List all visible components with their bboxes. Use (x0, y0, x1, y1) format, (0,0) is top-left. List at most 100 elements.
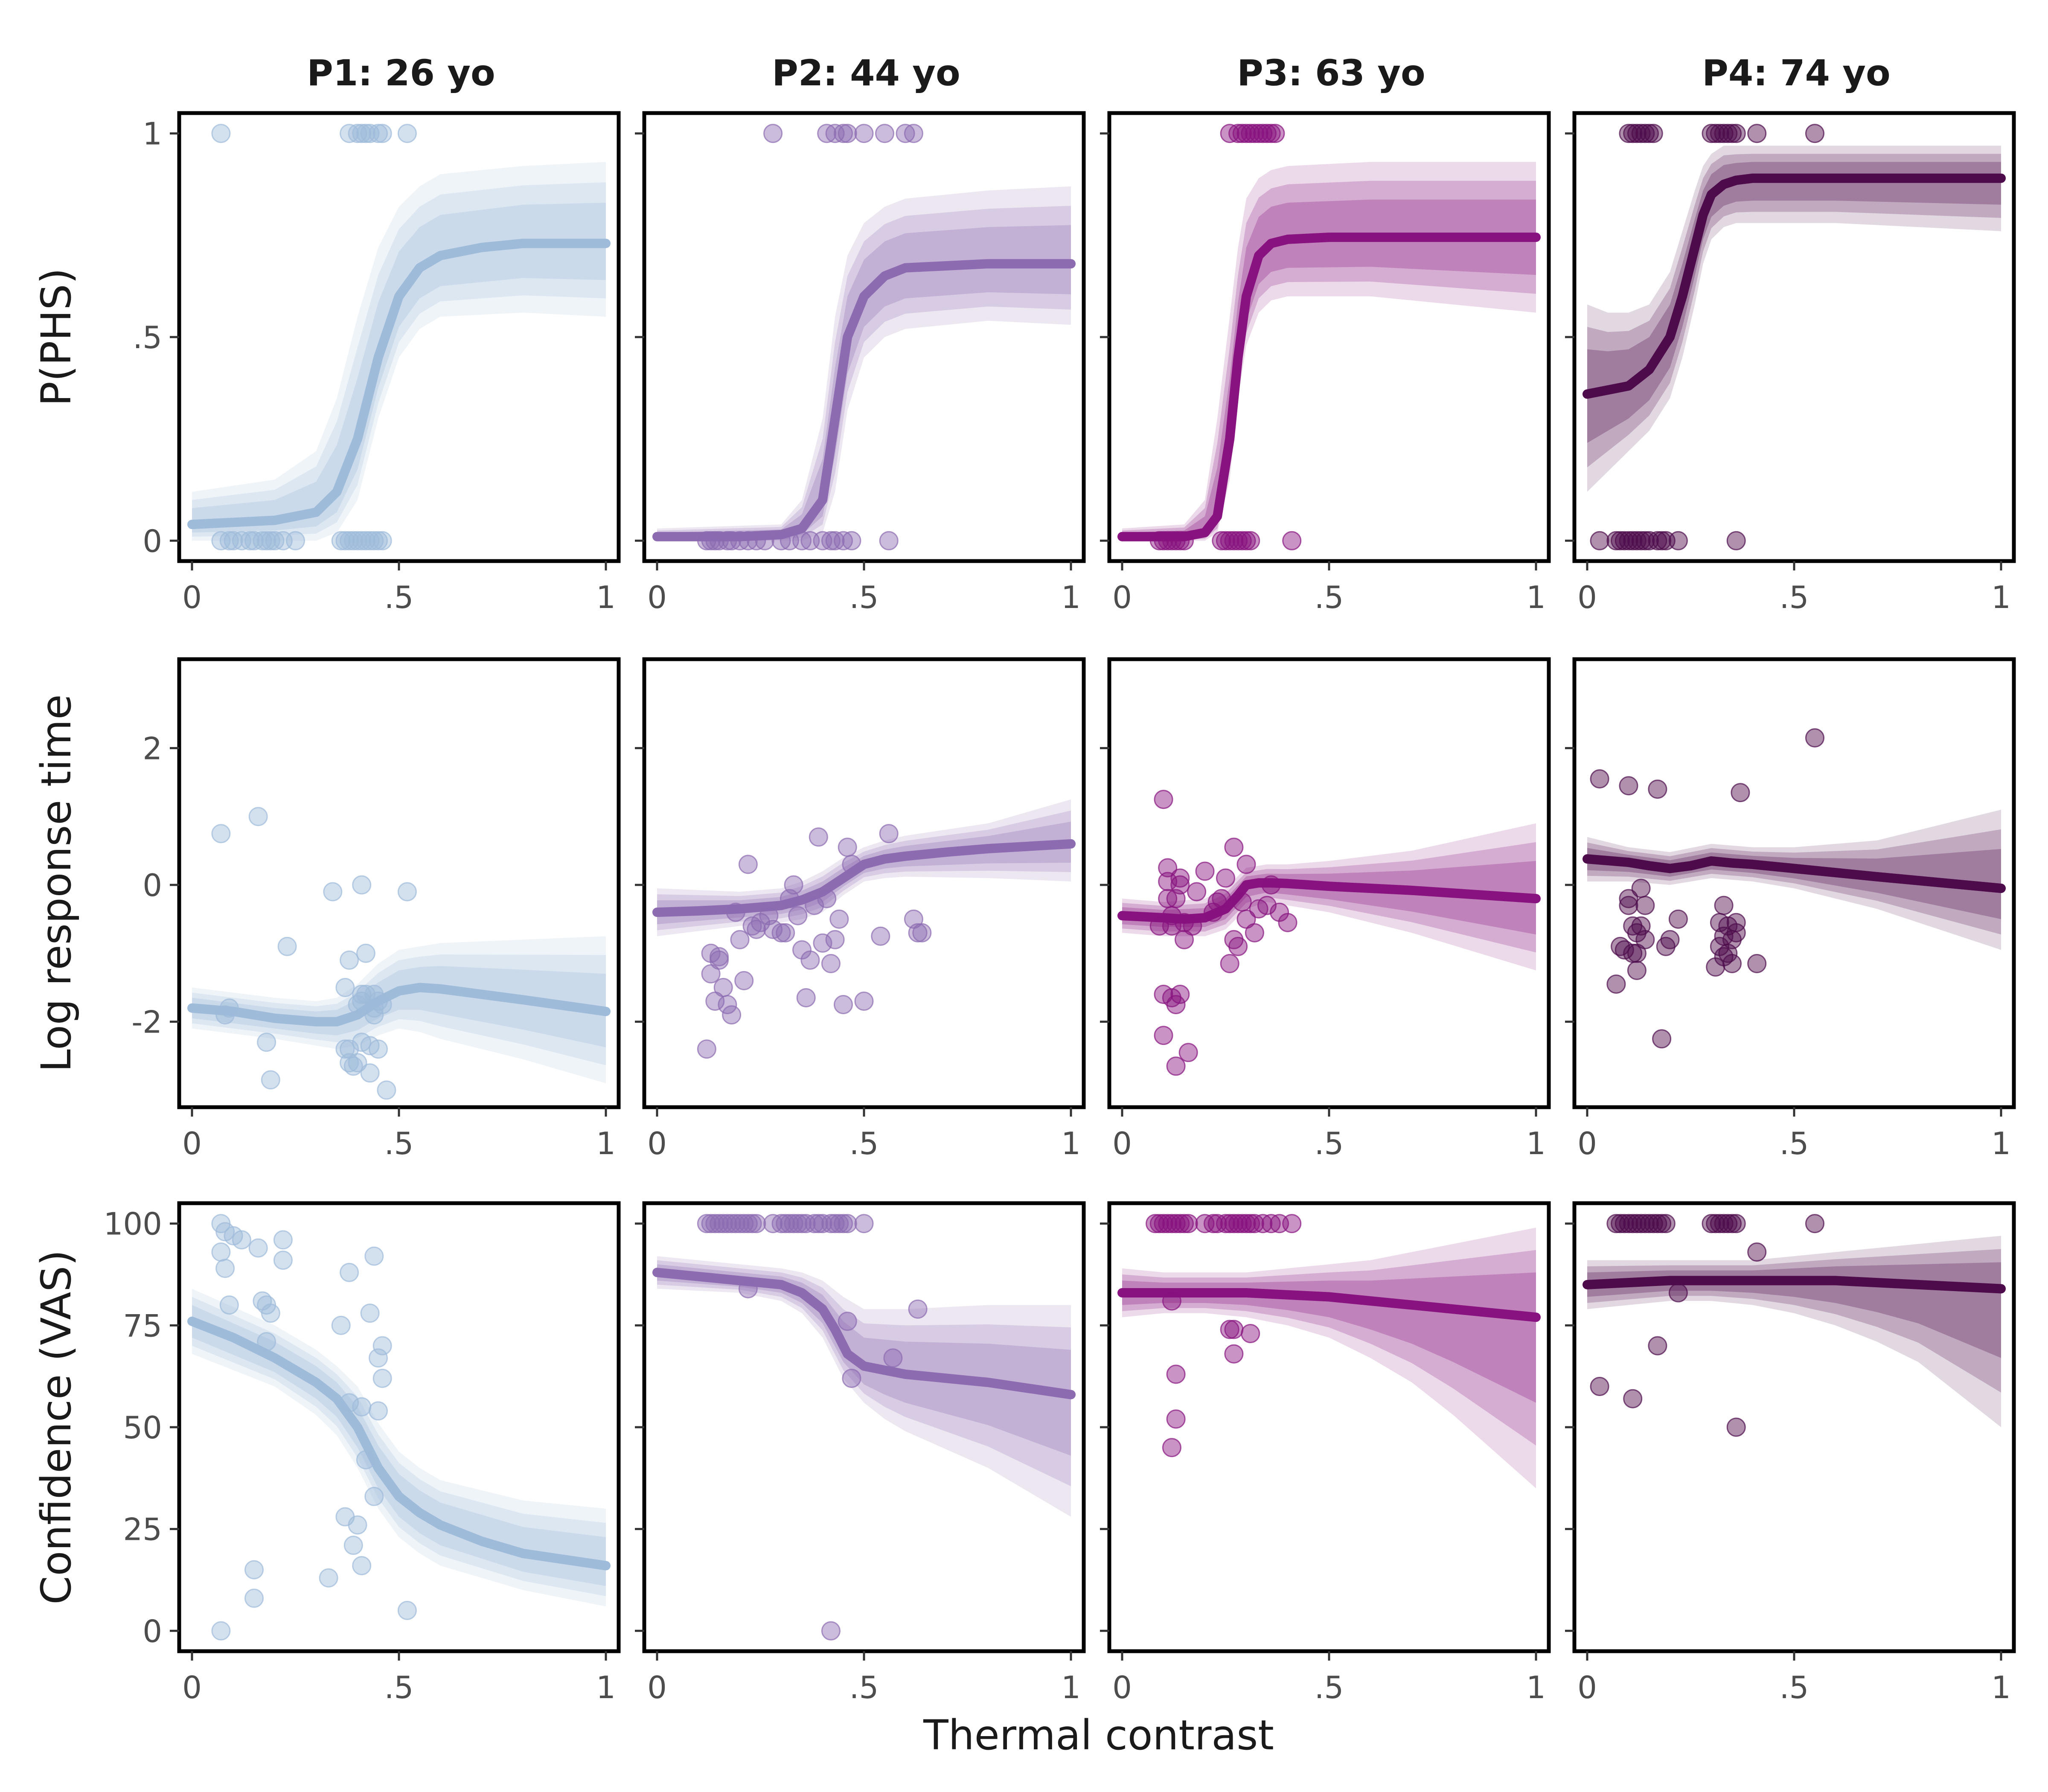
data-point-confidence-vas-p3 (1220, 1320, 1239, 1339)
y-tick-label-confidence-vas-p1: 0 (143, 1613, 162, 1649)
data-point-confidence-vas-p3 (1166, 1409, 1186, 1429)
data-point-confidence-vas-p2 (742, 1214, 762, 1233)
data-point-p-phs-p4 (1644, 124, 1663, 143)
data-point-p-phs-p2 (763, 124, 783, 143)
credible-band-2-confidence-vas-p3 (1122, 1250, 1536, 1446)
data-point-p-phs-p1 (369, 124, 388, 143)
data-point-p-phs-p4 (1726, 531, 1746, 550)
data-point-confidence-vas-p2 (908, 1299, 928, 1319)
panel-p-phs-p1: 0 .5 1 0 .5 1 (133, 111, 621, 615)
data-point-p-phs-p3 (1170, 531, 1190, 550)
data-point-confidence-vas-p1 (369, 1401, 388, 1421)
column-title-p2: P2: 44 yo (772, 52, 960, 94)
x-tick-label-p-phs-p1: 1 (596, 579, 616, 615)
x-tick-label-p-phs-p3: .5 (1315, 579, 1344, 615)
data-point-confidence-vas-p3 (1175, 1214, 1194, 1233)
credible-band-2-confidence-vas-p2 (657, 1260, 1071, 1487)
data-point-log-response-time-p3 (1257, 896, 1277, 915)
data-point-confidence-vas-p4 (1648, 1214, 1667, 1233)
data-point-log-response-time-p2 (809, 827, 828, 847)
data-point-log-response-time-p2 (718, 995, 737, 1014)
credible-band-2-log-response-time-p1 (192, 954, 606, 1065)
data-point-log-response-time-p3 (1236, 855, 1256, 874)
data-point-log-response-time-p1 (257, 1033, 276, 1052)
x-tick-label-log-response-time-p4: .5 (1780, 1126, 1809, 1161)
credible-band-1-log-response-time-p3 (1122, 823, 1536, 971)
fit-line-confidence-vas-p4 (1583, 1276, 2006, 1294)
data-point-log-response-time-p4 (1726, 923, 1746, 943)
data-point-log-response-time-p4 (1660, 930, 1680, 949)
x-tick-label-p-phs-p3: 1 (1526, 579, 1546, 615)
data-point-log-response-time-p1 (335, 978, 355, 997)
data-point-confidence-vas-p3 (1282, 1214, 1302, 1233)
data-point-log-response-time-p2 (713, 978, 733, 997)
data-point-log-response-time-p2 (871, 926, 890, 946)
data-point-log-response-time-p2 (796, 988, 816, 1007)
data-point-confidence-vas-p2 (834, 1214, 853, 1233)
data-point-log-response-time-p4 (1648, 780, 1667, 799)
data-point-p-phs-p4 (1805, 124, 1824, 143)
data-point-confidence-vas-p3 (1241, 1324, 1260, 1343)
y-tick-label-confidence-vas-p1: 75 (123, 1308, 162, 1344)
data-point-p-phs-p1 (364, 531, 384, 550)
data-point-p-phs-p4 (1635, 124, 1655, 143)
data-point-log-response-time-p2 (842, 855, 861, 874)
data-point-p-phs-p2 (834, 124, 853, 143)
y-tick-label-log-response-time-p1: 2 (143, 730, 162, 766)
data-point-log-response-time-p2 (776, 923, 795, 943)
x-tick-label-log-response-time-p3: 0 (1112, 1126, 1132, 1161)
credible-band-2-p-phs-p2 (657, 206, 1071, 540)
data-point-confidence-vas-p1 (248, 1238, 268, 1258)
panel-p-phs-p4: 0.5 1 (1565, 111, 2016, 615)
data-point-confidence-vas-p2 (738, 1279, 758, 1298)
data-point-log-response-time-p1 (277, 937, 297, 956)
data-point-log-response-time-p1 (360, 1063, 380, 1083)
data-point-log-response-time-p3 (1154, 1026, 1173, 1045)
data-point-p-phs-p3 (1175, 531, 1194, 550)
data-point-log-response-time-p2 (800, 950, 820, 970)
data-point-log-response-time-p1 (352, 875, 372, 895)
data-point-log-response-time-p4 (1722, 954, 1742, 973)
data-point-log-response-time-p4 (1731, 783, 1750, 803)
data-point-log-response-time-p3 (1166, 1056, 1186, 1076)
data-point-p-phs-p3 (1232, 531, 1252, 550)
y-tick-label-log-response-time-p1: -2 (131, 1004, 162, 1040)
data-point-log-response-time-p1 (340, 950, 359, 970)
data-point-p-phs-p4 (1631, 531, 1651, 550)
data-point-log-response-time-p2 (738, 855, 758, 874)
data-point-confidence-vas-p1 (273, 1251, 293, 1270)
data-point-confidence-vas-p1 (215, 1259, 235, 1278)
data-point-log-response-time-p3 (1187, 882, 1207, 902)
panel-confidence-vas-p4: 0.5 1 (1565, 1201, 2016, 1705)
data-point-p-phs-p2 (792, 531, 812, 550)
panel-log-response-time-p2: 0.5 1 (635, 657, 1086, 1161)
data-point-confidence-vas-p1 (244, 1560, 264, 1580)
data-point-p-phs-p1 (211, 124, 231, 143)
data-point-confidence-vas-p1 (372, 1369, 392, 1388)
fit-line-p-phs-p1 (187, 239, 611, 529)
x-tick-label-p-phs-p1: .5 (384, 579, 414, 615)
data-point-log-response-time-p2 (734, 971, 754, 990)
fit-line-p-phs-p4 (1583, 173, 2006, 399)
x-tick-label-confidence-vas-p1: .5 (384, 1670, 414, 1705)
data-point-p-phs-p4 (1726, 124, 1746, 143)
credible-band-1-p-phs-p4 (1587, 145, 2001, 492)
data-point-log-response-time-p2 (817, 889, 837, 908)
data-point-confidence-vas-p1 (219, 1295, 239, 1315)
data-point-p-phs-p4 (1590, 531, 1609, 550)
data-point-p-phs-p1 (397, 124, 417, 143)
x-tick-label-log-response-time-p4: 0 (1577, 1126, 1597, 1161)
data-point-confidence-vas-p3 (1178, 1214, 1198, 1233)
data-point-confidence-vas-p2 (788, 1214, 808, 1233)
data-point-p-phs-p4 (1640, 124, 1659, 143)
data-point-p-phs-p2 (879, 531, 899, 550)
x-tick-label-p-phs-p2: .5 (849, 579, 879, 615)
data-point-p-phs-p2 (842, 531, 861, 550)
data-point-log-response-time-p2 (912, 923, 932, 943)
credible-band-3-log-response-time-p3 (1122, 861, 1536, 935)
data-point-p-phs-p1 (265, 531, 285, 550)
data-point-log-response-time-p2 (805, 896, 824, 915)
data-point-p-phs-p1 (369, 531, 388, 550)
data-point-confidence-vas-p1 (360, 1303, 380, 1323)
